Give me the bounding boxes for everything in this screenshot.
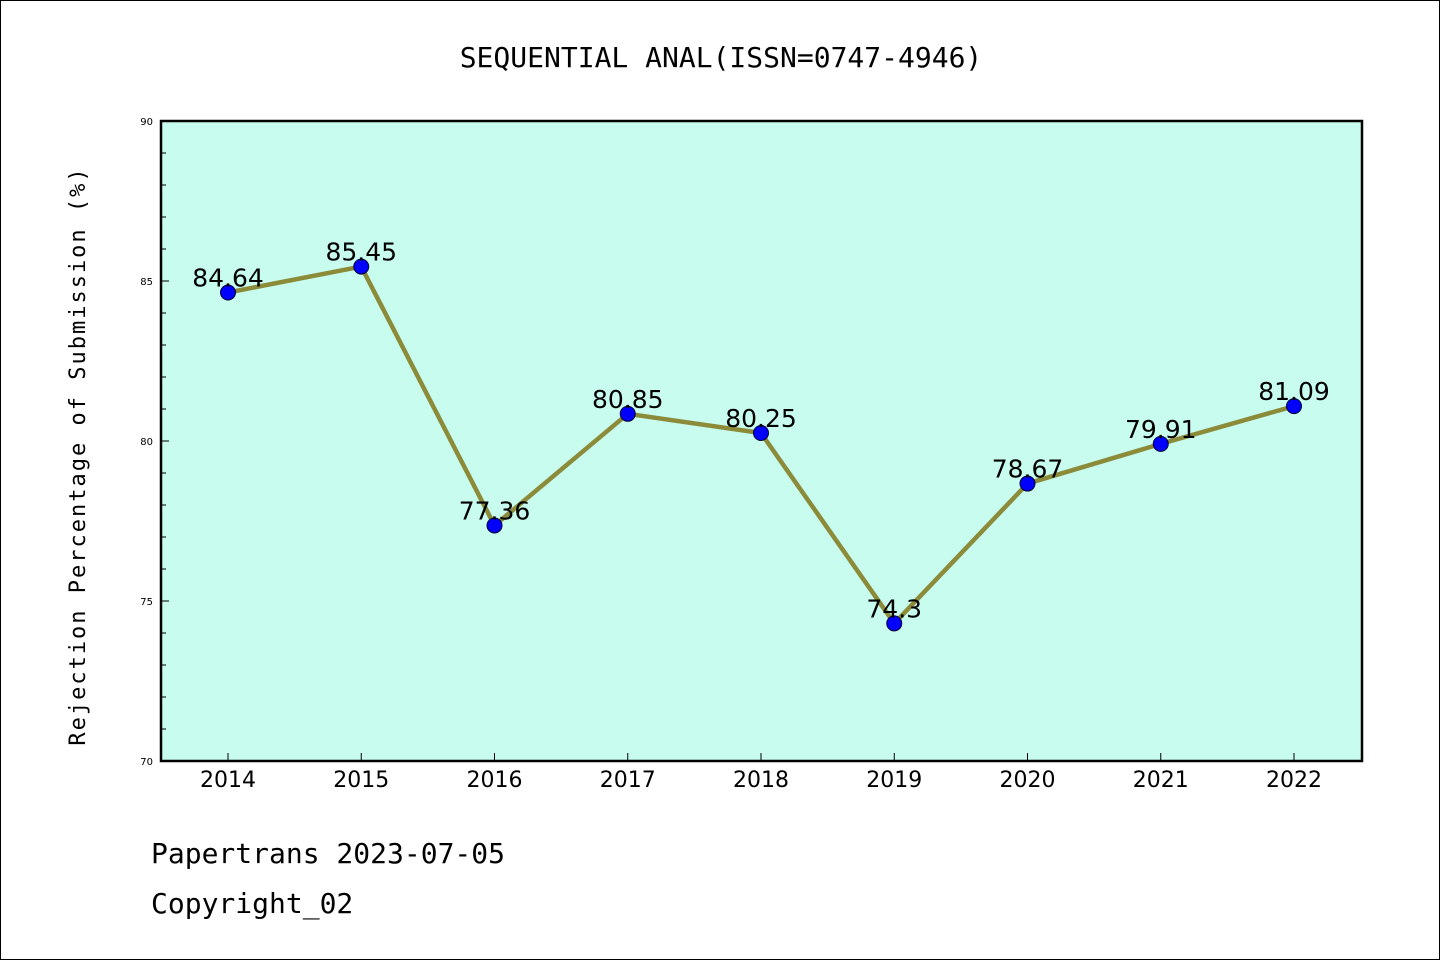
data-label: 77.36: [459, 496, 531, 525]
data-markers: [220, 258, 1302, 632]
y-tick-label: 80: [140, 437, 153, 448]
y-axis-ticks: 70 75 80 85 90: [140, 117, 169, 768]
y-tick-label: 75: [140, 597, 153, 608]
data-label: 80.85: [592, 385, 664, 414]
x-tick-label: 2018: [733, 768, 789, 793]
x-tick-label: 2016: [467, 768, 523, 793]
data-point: [1019, 475, 1036, 492]
footer-date: Papertrans 2023-07-05: [151, 837, 506, 870]
data-label: 81.09: [1258, 377, 1330, 406]
data-label: 80.25: [725, 404, 797, 433]
data-point: [619, 405, 636, 422]
chart-title: SEQUENTIAL ANAL(ISSN=0747-4946): [460, 41, 983, 74]
x-tick-label: 2015: [333, 768, 389, 793]
x-tick-label: 2017: [600, 768, 656, 793]
y-tick-label: 90: [140, 117, 153, 128]
x-axis-ticks: 2014 2015 2016 2017 2018 2019 2020 2021 2022: [200, 753, 1322, 793]
data-point: [886, 615, 903, 632]
y-tick-label: 85: [140, 277, 153, 288]
x-tick-label: 2020: [1000, 768, 1056, 793]
data-point: [753, 425, 769, 441]
y-tick-label: 70: [140, 757, 153, 768]
data-label: 78.67: [992, 455, 1064, 484]
data-label: 84.64: [192, 264, 264, 293]
data-point: [1286, 398, 1302, 415]
data-label: 74.3: [866, 594, 922, 623]
y-axis-label: Rejection Percentage of Submission (%): [66, 166, 91, 745]
data-point: [486, 517, 503, 534]
x-tick-label: 2019: [866, 768, 922, 793]
data-point: [353, 258, 370, 275]
x-tick-label: 2022: [1266, 768, 1322, 793]
data-point: [220, 284, 236, 301]
data-label: 85.45: [325, 238, 397, 267]
data-point: [1152, 435, 1169, 452]
data-labels: 84.64 85.45 77.36 80.85 80.25 74.3 78.67 79.91 8…: [192, 238, 1330, 624]
data-label: 79.91: [1125, 415, 1197, 444]
footer-copyright: Copyright_02: [151, 887, 354, 920]
x-tick-label: 2021: [1133, 768, 1189, 793]
x-tick-label: 2014: [200, 768, 256, 793]
